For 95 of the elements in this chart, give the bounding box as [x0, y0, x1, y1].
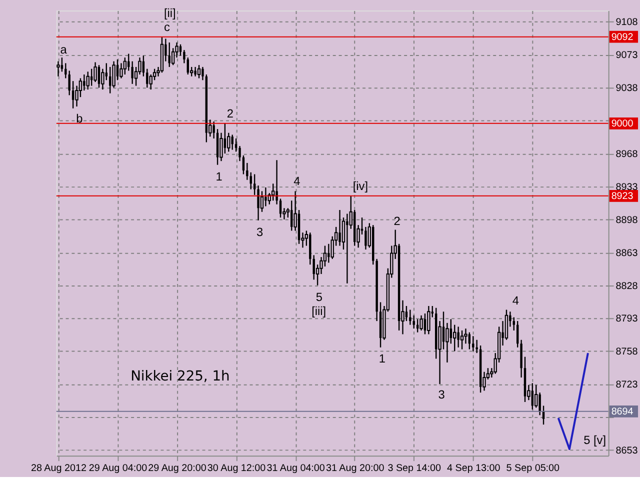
annotation: 3: [256, 225, 264, 240]
annotation: [iii]: [312, 304, 326, 318]
candlestick: [146, 68, 148, 88]
candlestick: [253, 174, 256, 196]
annotation: 1: [216, 170, 223, 184]
annotation: [iv]: [352, 178, 368, 193]
candlestick: [468, 332, 471, 350]
candlestick: [83, 74, 86, 92]
annotation: 4: [512, 293, 520, 308]
x-tick-label: 31 Aug 20:00: [326, 462, 385, 474]
annotation: b: [76, 111, 84, 126]
ref-line-label: 9092: [611, 32, 634, 43]
candlestick: [427, 305, 430, 335]
x-tick-label: 29 Aug 04:00: [88, 462, 148, 474]
candlestick: [472, 336, 474, 352]
candlestick: [64, 62, 67, 79]
candlestick: [450, 318, 452, 344]
candlestick: [346, 213, 348, 284]
x-tick-label: 5 Sep 05:00: [506, 462, 560, 474]
annotation: 1: [378, 352, 386, 366]
annotation: 5 [v]: [584, 432, 606, 447]
candlestick: [68, 70, 70, 96]
y-tick-label: 8653: [616, 445, 638, 456]
y-tick-label: 9038: [616, 83, 638, 94]
candlestick: [246, 162, 248, 180]
candlestick: [224, 122, 226, 154]
candlestick: [212, 120, 215, 140]
candlestick: [131, 60, 134, 84]
x-tick-label: 31 Aug 04:00: [266, 462, 326, 474]
candlestick: [512, 316, 515, 332]
x-tick-label: 30 Aug 12:00: [207, 462, 266, 474]
candlestick: [457, 326, 460, 348]
candlestick: [257, 184, 260, 221]
candlestick: [538, 392, 541, 416]
candlestick: [405, 305, 408, 322]
candlestick: [60, 56, 64, 72]
ref-line-label: 8923: [611, 190, 634, 202]
candlestick: [108, 66, 112, 94]
y-tick-label: 8758: [616, 346, 638, 358]
ref-line-label: 9000: [611, 118, 634, 130]
candlestick: [446, 322, 449, 364]
candlestick: [424, 312, 426, 335]
y-tick-label: 8968: [616, 149, 638, 160]
y-tick-label: 8898: [616, 214, 638, 226]
candlestick: [328, 243, 330, 264]
candlestick: [202, 66, 204, 81]
candlestick: [264, 186, 267, 207]
candlestick: [234, 138, 238, 152]
candlestick: [183, 49, 186, 64]
annotation: 2: [394, 214, 400, 228]
candlestick: [168, 42, 170, 68]
candlestick: [364, 226, 367, 250]
candlestick: [86, 71, 90, 90]
y-tick-label: 8793: [616, 314, 638, 325]
y-tick-label: 8863: [616, 248, 638, 259]
candlestick: [56, 60, 60, 77]
candlestick: [312, 254, 315, 280]
candlestick: [279, 198, 282, 218]
candlestick: [123, 56, 127, 76]
y-tick-label: 8933: [616, 182, 638, 193]
candlestick: [72, 80, 74, 109]
candlestick: [531, 382, 534, 410]
ref-line-label: 8694: [611, 406, 634, 418]
candlestick: [231, 134, 234, 150]
candlestick: [250, 172, 252, 190]
annotation: a: [60, 42, 68, 56]
candlestick: [197, 64, 201, 79]
candlestick: [476, 339, 478, 354]
y-tick-label: 9108: [616, 17, 638, 28]
x-tick-label: 29 Aug 20:00: [148, 462, 207, 474]
annotation: 5: [316, 290, 323, 304]
x-tick-label: 3 Sep 14:00: [388, 462, 442, 474]
candlestick: [290, 200, 293, 232]
x-tick-label: 28 Aug 2012: [30, 462, 86, 474]
candlestick: [442, 311, 445, 350]
candlestick: [194, 66, 196, 77]
y-tick-label: 9073: [616, 50, 638, 62]
annotation: 2: [226, 106, 234, 120]
candlestick: [420, 314, 423, 332]
x-tick-label: 4 Sep 13:00: [446, 462, 501, 474]
y-tick-label: 8723: [616, 380, 638, 391]
candlestick: [98, 64, 100, 88]
text: Nikkei 225, 1h: [130, 368, 230, 384]
annotation: 3: [438, 387, 446, 402]
candlestick: [276, 160, 278, 205]
annotation: c: [164, 20, 170, 34]
candlestick: [412, 314, 415, 330]
candlestick: [238, 145, 241, 162]
candlestick: [409, 309, 412, 326]
y-tick-label: 8828: [616, 280, 638, 292]
candlestick: [338, 209, 341, 246]
annotation: 4: [294, 174, 301, 188]
candlestick: [105, 62, 108, 81]
candlestick: [460, 330, 464, 350]
annotation: [ii]: [164, 6, 176, 20]
